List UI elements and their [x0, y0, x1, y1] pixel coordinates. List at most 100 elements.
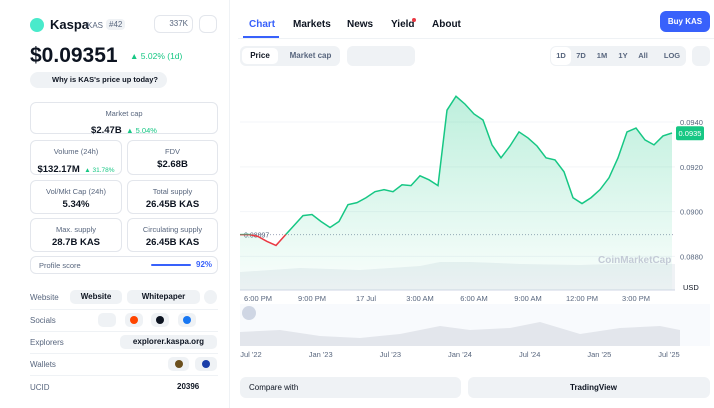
- range-toggle: [550, 46, 686, 66]
- watchlist-button[interactable]: 337K: [154, 15, 193, 33]
- social-reddit[interactable]: [125, 313, 143, 327]
- y-tick-label: 0.0920: [680, 163, 703, 172]
- profile-label: Profile score: [39, 261, 81, 270]
- link-label: Explorers: [30, 338, 64, 347]
- coin-name: Kaspa: [50, 17, 90, 32]
- compare-select[interactable]: [240, 377, 461, 398]
- social-facebook[interactable]: [178, 313, 196, 327]
- profile-score: Profile score 92%: [30, 256, 218, 274]
- navigator-area: [240, 322, 680, 346]
- x-tick-label: 9:00 PM: [298, 294, 326, 303]
- x-tick-label: 3:00 PM: [622, 294, 650, 303]
- last-price-badge: [676, 126, 704, 141]
- watchlist-count: 337K: [169, 19, 188, 28]
- range-button[interactable]: All: [638, 51, 648, 60]
- price-area: [240, 96, 672, 291]
- tab[interactable]: Yield: [391, 19, 415, 30]
- why-text: Why is KAS's price up today?: [52, 75, 158, 84]
- share-button[interactable]: [199, 15, 217, 33]
- panel-divider: [229, 0, 230, 408]
- stat-label: Total supply: [152, 187, 193, 196]
- link-label: Socials: [30, 316, 56, 325]
- price-line: [239, 95, 673, 247]
- buy-button[interactable]: Buy KAS: [660, 11, 710, 32]
- tab[interactable]: Markets: [293, 19, 331, 30]
- stat-circulating: Circulating supply 26.45B KAS: [127, 218, 218, 252]
- wallet-chip[interactable]: [195, 357, 217, 371]
- more-button[interactable]: [692, 46, 710, 66]
- y-tick-label: 0.0940: [680, 118, 703, 127]
- separator: [30, 375, 218, 376]
- stat-total-supply: Total supply 26.45B KAS: [127, 180, 218, 214]
- watermark: CoinMarketCap: [598, 255, 671, 266]
- chart-style-toggle[interactable]: [347, 46, 415, 66]
- navigator-label: Jul '23: [380, 350, 401, 359]
- tab[interactable]: About: [432, 19, 461, 30]
- social-github[interactable]: [151, 313, 169, 327]
- stat-change-text: 31.78%: [92, 167, 115, 174]
- chip-text: Whitepaper: [141, 292, 186, 301]
- stat-value: 5.34%: [62, 199, 90, 210]
- navigator-handle[interactable]: [242, 306, 256, 320]
- stat-change: ▲ 31.78%: [84, 167, 115, 174]
- stat-market-cap: Market cap $2.47B ▲ 5.04%: [30, 102, 218, 136]
- last-price-label: 0.0935: [679, 129, 702, 138]
- navigator-label: Jul '22: [240, 350, 261, 359]
- stat-change-text: 5.04%: [135, 126, 157, 135]
- price-change: ▲ 5.02% (1d): [130, 51, 183, 61]
- explorer-chip[interactable]: explorer.kaspa.org: [120, 335, 217, 349]
- website-chip[interactable]: Website: [70, 290, 122, 304]
- navigator-label: Jan '24: [448, 350, 472, 359]
- why-button[interactable]: Why is KAS's price up today?: [30, 72, 167, 88]
- link-label: Website: [30, 293, 59, 302]
- x-tick-label: 6:00 PM: [244, 294, 272, 303]
- tab[interactable]: Chart: [249, 19, 276, 30]
- y-tick-label: 0.0880: [680, 252, 703, 261]
- stat-label: Circulating supply: [142, 225, 203, 234]
- x-tick-label: 3:00 AM: [406, 294, 434, 303]
- coin-logo: [30, 18, 44, 32]
- stat-label: Volume (24h): [53, 147, 99, 156]
- coin-rank: #42: [106, 19, 126, 30]
- range-button[interactable]: 1Y: [618, 51, 628, 60]
- whitepaper-chip[interactable]: Whitepaper: [127, 290, 200, 304]
- separator: [30, 353, 218, 354]
- tab-underline: [243, 36, 279, 38]
- range-button[interactable]: 1D: [551, 47, 571, 65]
- range-button[interactable]: LOG: [663, 51, 681, 60]
- tab-dot: [412, 18, 416, 22]
- navigator-label: Jan '23: [309, 350, 333, 359]
- chip-text: Website: [80, 292, 112, 301]
- price: $0.09351: [30, 44, 118, 67]
- navigator-label: Jul '25: [658, 350, 679, 359]
- navigator-label: Jul '24: [519, 350, 540, 359]
- profile-value: 92%: [196, 260, 213, 269]
- y-tick-label: 0.0900: [680, 208, 703, 217]
- stat-fdv: FDV $2.68B: [127, 140, 218, 175]
- tradingview-button[interactable]: [468, 377, 710, 398]
- wallet-chip[interactable]: [168, 357, 189, 371]
- link-label: UCID: [30, 383, 50, 392]
- separator: [30, 309, 218, 310]
- ucid-value: 20396: [177, 382, 200, 391]
- stat-value: 26.45B KAS: [145, 199, 200, 210]
- x-tick-label: 12:00 PM: [566, 294, 598, 303]
- navigator-label: Jan '25: [587, 350, 611, 359]
- more-chip[interactable]: [204, 290, 217, 304]
- stat-volume: Volume (24h) $132.17M ▲ 31.78%: [30, 140, 122, 175]
- range-button[interactable]: 1M: [596, 51, 608, 60]
- coin-symbol: KAS: [87, 21, 104, 30]
- mode-button[interactable]: Price: [242, 48, 278, 64]
- range-button[interactable]: 7D: [576, 51, 586, 60]
- tab[interactable]: News: [347, 19, 374, 30]
- separator: [30, 331, 218, 332]
- mode-button[interactable]: Market cap: [289, 51, 332, 60]
- x-tick-label: 9:00 AM: [514, 294, 542, 303]
- stat-label: Vol/Mkt Cap (24h): [45, 187, 107, 196]
- social-x[interactable]: [98, 313, 116, 327]
- profile-bar: [151, 264, 191, 266]
- tradingview-label: TradingView: [570, 383, 618, 392]
- stat-value: $2.68B: [157, 159, 188, 170]
- stat-max-supply: Max. supply 28.7B KAS: [30, 218, 122, 252]
